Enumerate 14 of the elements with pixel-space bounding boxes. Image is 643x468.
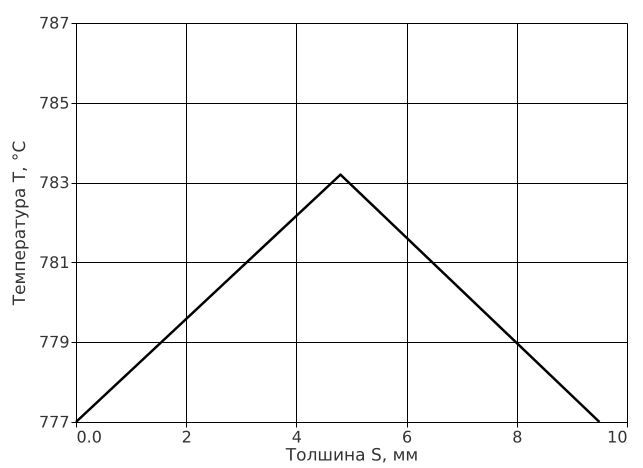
- x-tick-label: 8: [512, 428, 522, 446]
- y-tick-label: 779: [38, 332, 70, 352]
- x-tick-label: 4: [292, 428, 302, 446]
- x-tick-label: 6: [402, 428, 412, 446]
- y-tick-label: 783: [38, 173, 70, 192]
- y-tick-label: 781: [38, 252, 70, 272]
- x-tick-label: 10: [607, 428, 628, 446]
- y-tick-label: 787: [38, 14, 70, 32]
- x-tick-label: 0.0: [76, 428, 102, 446]
- y-tick-label: 785: [38, 93, 70, 112]
- x-tick-label: 2: [182, 428, 192, 446]
- x-axis-title: Толшина S, мм: [284, 446, 418, 466]
- y-axis-title: Температура T, °C: [10, 140, 30, 306]
- y-tick-label: 777: [38, 412, 70, 432]
